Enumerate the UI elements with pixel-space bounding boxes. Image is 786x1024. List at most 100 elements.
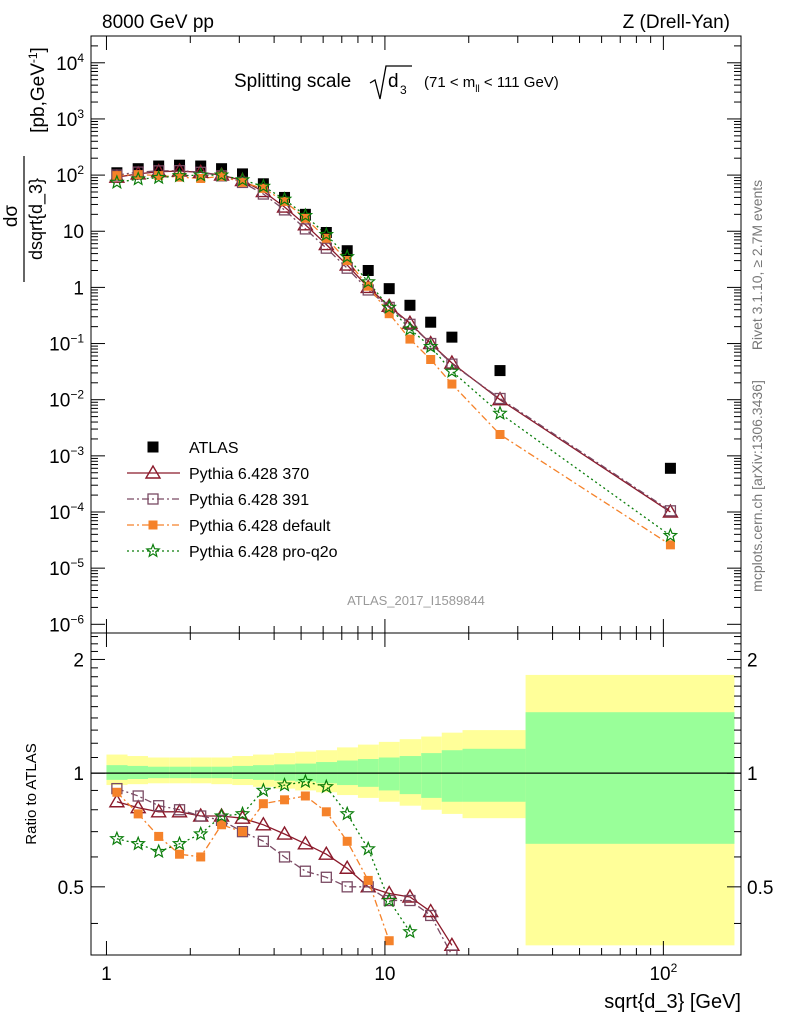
uncertainty-band-inner <box>525 712 735 844</box>
ratio-point <box>381 892 397 908</box>
legend-marker <box>148 520 158 530</box>
ratio-point <box>258 799 268 809</box>
ratio-point <box>150 843 167 859</box>
main-point <box>422 338 439 354</box>
legend-label: Pythia 6.428 default <box>189 518 331 535</box>
ratio-point <box>299 865 312 877</box>
main-point <box>443 354 461 369</box>
legend-label: Pythia 6.428 391 <box>189 492 309 509</box>
main-ylabel-units: [pb,GeV-1] <box>26 47 49 133</box>
ratio-point <box>130 835 146 851</box>
main-point <box>383 283 395 295</box>
x-tick-label: 102 <box>649 961 677 985</box>
rivet-label: Rivet 3.1.10, ≥ 2.7M events <box>749 180 765 350</box>
y-tick-label: 103 <box>56 107 84 131</box>
uncertainty-band-inner <box>190 766 212 779</box>
ratio-xlabel: sqrt{d_3} [GeV] <box>604 991 741 1013</box>
ratio-point <box>171 835 188 851</box>
ratio-point <box>320 871 332 883</box>
ratio-point <box>297 835 314 850</box>
ratio-series-line-1 <box>116 787 453 955</box>
main-point <box>494 392 506 405</box>
main-point <box>447 379 457 389</box>
ratio-y-tick-label: 2 <box>73 650 84 671</box>
ratio-point <box>342 836 352 846</box>
main-point <box>192 166 209 182</box>
main-point <box>109 174 125 190</box>
main-point <box>132 163 144 175</box>
ratio-point <box>280 795 290 805</box>
ratio-point <box>255 782 272 798</box>
uncertainty-band-inner <box>462 748 526 802</box>
uncertainty-band-inner <box>441 750 463 802</box>
main-point <box>318 226 335 242</box>
ratio-y-tick-label-right: 0.5 <box>747 878 773 899</box>
main-point <box>444 363 460 378</box>
ratio-point <box>217 820 227 830</box>
main-point <box>492 405 508 421</box>
main-point <box>446 331 458 343</box>
uncertainty-band-inner <box>274 764 296 781</box>
main-series-line-4 <box>116 174 671 537</box>
y-tick-label: 10 <box>63 222 84 243</box>
main-point <box>175 172 185 182</box>
y-tick-label: 10−1 <box>49 332 84 356</box>
ratio-point <box>108 793 126 808</box>
y-tick-label: 1 <box>73 278 84 299</box>
ratio-point <box>153 800 165 812</box>
main-point <box>664 505 677 517</box>
uncertainty-band-inner <box>253 765 275 780</box>
ratio-point <box>255 816 272 831</box>
y-tick-label: 102 <box>56 163 84 187</box>
main-series-line-2 <box>116 169 671 512</box>
ratio-point <box>238 827 248 837</box>
main-point <box>133 170 143 180</box>
y-tick-label: 10−2 <box>49 388 84 412</box>
main-title-range: (71 < mll < 111 GeV) <box>424 74 559 95</box>
ratio-point <box>196 852 206 862</box>
legend-marker <box>145 542 161 558</box>
ratio-point <box>257 835 270 847</box>
ratio-plot-ticks: 2 2 1 1 0.5 0.5 1 10 102 <box>58 633 773 985</box>
main-title-subscript: 3 <box>400 83 407 97</box>
ratio-series-line-0 <box>116 801 453 946</box>
ratio-point <box>363 875 373 885</box>
uncertainty-band-inner <box>378 757 400 791</box>
uncertainty-band-inner <box>232 765 254 779</box>
main-point <box>425 316 437 328</box>
sqrt-sign <box>369 65 412 100</box>
mcplots-label: mcplots.cern.ch [arXiv:1306.3436] <box>749 380 765 592</box>
analysis-watermark: ATLAS_2017_I1589844 <box>347 593 485 608</box>
ratio-series-line-3 <box>116 780 411 933</box>
main-point <box>276 191 293 206</box>
ratio-y-tick-label-right: 1 <box>747 764 758 785</box>
ratio-series-line-2 <box>116 791 390 941</box>
main-series-line-1 <box>116 170 671 513</box>
main-point <box>362 264 374 276</box>
ratio-point <box>402 923 418 939</box>
ratio-point <box>112 787 122 797</box>
ratio-point <box>300 791 310 801</box>
main-point <box>402 321 418 336</box>
process-label: Z (Drell-Yan) <box>623 12 730 33</box>
main-point <box>258 183 268 193</box>
ratio-point <box>404 894 416 907</box>
main-point <box>384 309 394 319</box>
ratio-point <box>446 949 458 955</box>
ratio-point <box>234 805 251 821</box>
ratio-point <box>171 803 188 818</box>
ratio-point <box>195 810 207 822</box>
main-ylabel-denominator: dsqrt{d_3} <box>26 178 47 260</box>
main-point <box>150 169 167 185</box>
main-point <box>401 314 419 329</box>
ratio-point <box>276 825 293 840</box>
ratio-point <box>109 830 125 846</box>
main-point <box>154 171 164 181</box>
main-point <box>662 503 679 518</box>
main-plot-markers <box>108 159 679 550</box>
main-ylabel-numerator: dσ <box>1 205 22 228</box>
y-tick-label: 10−6 <box>49 612 84 636</box>
legend-label: Pythia 6.428 370 <box>189 466 309 483</box>
main-point <box>255 178 272 193</box>
